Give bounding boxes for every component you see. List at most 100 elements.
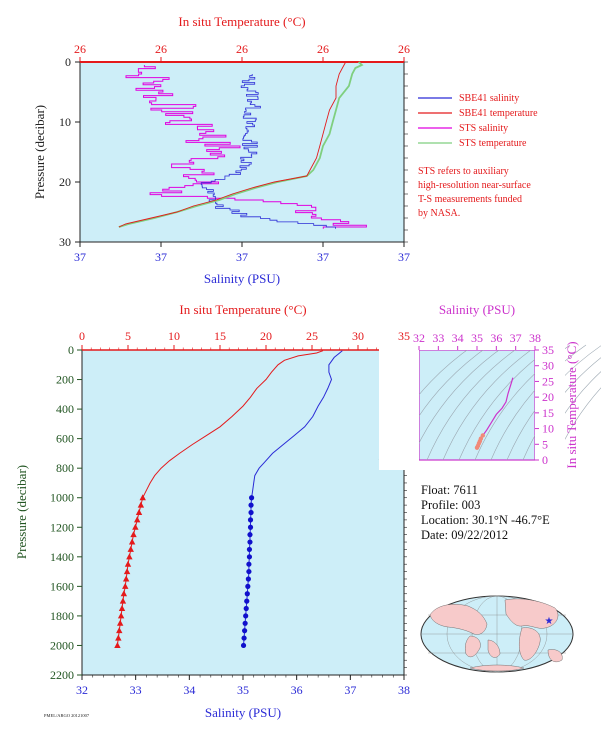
temperature-sample-marker xyxy=(116,619,124,626)
ts-top-tick-label: 37 xyxy=(510,331,522,345)
salinity-sample-marker xyxy=(243,605,249,612)
ts-top-tick-label: 34 xyxy=(452,331,464,345)
salinity-sample-marker xyxy=(246,561,252,567)
note-line-3: T-S measurements funded xyxy=(418,194,522,205)
main-salinity-line xyxy=(251,350,343,498)
ts-contour-mask xyxy=(414,330,540,350)
ts-contour-mask xyxy=(535,340,565,470)
ts-right-tick-label: 35 xyxy=(542,343,554,357)
main-top-tick-label: 25 xyxy=(306,329,318,343)
upper-bottom-tick-label: 37 xyxy=(155,250,167,264)
ts-density-contour xyxy=(426,344,523,461)
salinity-sample-marker xyxy=(241,635,247,641)
ts-top-tick-label: 32 xyxy=(413,331,425,345)
upper-top-ticks: 26 26 26 26 26 xyxy=(74,42,410,62)
temperature-sample-marker xyxy=(137,501,145,508)
main-top-tick-label: 30 xyxy=(352,329,364,343)
float-location: Location: 30.1°N -46.7°E xyxy=(421,513,550,527)
salinity-sample-marker xyxy=(240,642,247,649)
upper-y-tick-label: 0 xyxy=(65,55,71,69)
main-temperature-line xyxy=(142,350,324,498)
upper-bottom-tick-label: 37 xyxy=(74,250,86,264)
upper-top-tick-label: 26 xyxy=(155,42,167,56)
main-y-tick-label: 2000 xyxy=(50,638,74,652)
main-series xyxy=(114,350,343,649)
salinity-sample-marker xyxy=(247,517,254,523)
main-y-axis-title: Pressure (decibar) xyxy=(14,465,29,559)
legend-label-sbe41-salinity: SBE41 salinity xyxy=(459,93,519,104)
upper-bottom-axis-title: Salinity (PSU) xyxy=(204,271,280,286)
note-line-4: by NASA. xyxy=(418,208,460,219)
main-bottom-tick-label: 35 xyxy=(237,683,249,697)
temperature-sample-marker xyxy=(128,538,136,545)
temperature-sample-marker xyxy=(126,553,133,560)
upper-sbe41-temperature-line xyxy=(118,61,347,228)
main-top-tick-label: 20 xyxy=(260,329,272,343)
ts-series xyxy=(474,377,514,450)
main-bottom-ticks: 32 33 34 35 36 37 38 xyxy=(76,675,410,697)
main-bottom-tick-label: 37 xyxy=(344,683,356,697)
temperature-sample-marker xyxy=(139,494,146,501)
salinity-sample-marker xyxy=(242,628,248,634)
temperature-sample-marker xyxy=(120,590,128,597)
legend-label-sbe41-temperature: SBE41 temperature xyxy=(459,108,538,119)
upper-top-axis-title: In situ Temperature (°C) xyxy=(178,14,305,29)
ts-right-tick-label: 20 xyxy=(542,390,554,404)
main-top-tick-label: 35 xyxy=(398,329,410,343)
float-info: Float: 7611 Profile: 003 Location: 30.1°… xyxy=(421,483,550,542)
upper-bottom-tick-label: 37 xyxy=(398,250,410,264)
main-y-tick-label: 2200 xyxy=(50,668,74,682)
footer-credit: PMEL/ARGO 20121007 xyxy=(44,713,90,718)
salinity-sample-marker xyxy=(247,524,254,530)
upper-y-ticks: 0 10 20 30 xyxy=(59,55,408,249)
main-y-tick-label: 200 xyxy=(56,373,74,387)
salinity-sample-marker xyxy=(246,554,253,560)
float-location-marker-icon: ★ xyxy=(545,616,554,627)
upper-plot-area xyxy=(79,61,405,243)
salinity-sample-marker xyxy=(243,613,249,619)
main-y-tick-label: 1800 xyxy=(50,609,74,623)
upper-legend: SBE41 salinity SBE41 temperature STS sal… xyxy=(418,93,538,149)
upper-panel: In situ Temperature (°C) 26 26 26 26 26 37 37… xyxy=(32,14,538,286)
ts-panel: Salinity (PSU) 32 33 34 35 36 37 38 0 510 15 20 25… xyxy=(378,302,601,470)
ts-top-tick-label: 33 xyxy=(432,331,444,345)
ts-density-contours xyxy=(378,330,601,470)
main-bottom-tick-label: 38 xyxy=(398,683,410,697)
salinity-sample-marker xyxy=(244,598,250,604)
legend-label-sts-salinity: STS salinity xyxy=(459,123,508,134)
main-plot-area xyxy=(81,349,405,676)
map-land xyxy=(429,598,563,672)
main-panel: In situ Temperature (°C) 0 5 10 15 20 25 30 35 … xyxy=(14,302,410,720)
temperature-sample-marker xyxy=(124,560,132,567)
temperature-sample-marker xyxy=(122,575,130,582)
ts-top-tick-label: 36 xyxy=(490,331,502,345)
upper-series xyxy=(118,61,367,229)
upper-y-tick-label: 10 xyxy=(59,115,71,129)
upper-top-tick-label: 26 xyxy=(236,42,248,56)
ts-right-tick-label: 10 xyxy=(542,422,554,436)
upper-bottom-tick-label: 37 xyxy=(236,250,248,264)
main-top-axis-title: In situ Temperature (°C) xyxy=(179,302,306,317)
main-top-tick-label: 15 xyxy=(214,329,226,343)
temperature-sample-marker xyxy=(117,612,125,619)
temperature-sample-marker xyxy=(127,545,134,552)
temperature-sample-marker xyxy=(115,634,122,641)
temperature-sample-marker xyxy=(122,582,129,589)
ts-top-tick-label: 35 xyxy=(471,331,483,345)
salinity-sample-marker xyxy=(246,568,252,575)
ts-sample-marker xyxy=(474,445,480,450)
salinity-sample-marker xyxy=(244,591,250,597)
salinity-sample-marker xyxy=(242,620,248,626)
main-y-tick-label: 400 xyxy=(56,402,74,416)
main-top-tick-label: 5 xyxy=(125,329,131,343)
main-y-tick-label: 600 xyxy=(56,432,74,446)
ts-density-contour xyxy=(490,344,587,461)
upper-sts-temperature-line xyxy=(118,61,364,228)
main-top-ticks: 0 5 10 15 20 25 30 35 xyxy=(79,329,410,350)
temperature-sample-marker xyxy=(119,597,127,604)
ts-right-tick-label: 0 xyxy=(542,453,548,467)
upper-top-tick-label: 26 xyxy=(317,42,329,56)
temperature-sample-marker xyxy=(134,516,141,523)
ts-top-tick-label: 38 xyxy=(529,331,541,345)
main-y-tick-label: 800 xyxy=(56,461,74,475)
